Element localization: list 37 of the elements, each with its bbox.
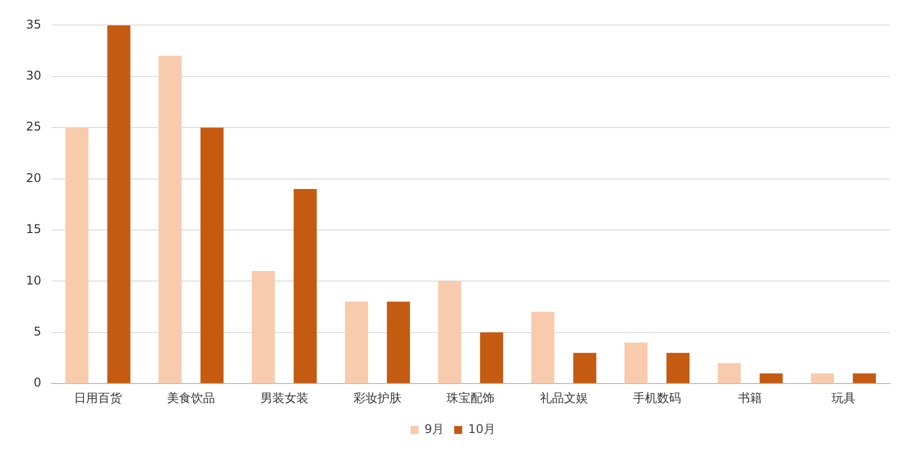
bar xyxy=(107,25,130,384)
x-tick-label: 日用百货 xyxy=(74,390,122,405)
bar xyxy=(438,281,462,384)
bar xyxy=(531,312,554,384)
bar xyxy=(718,363,741,384)
x-tick-label: 美食饮品 xyxy=(167,390,216,405)
bar xyxy=(666,352,690,384)
y-tick-label: 20 xyxy=(26,170,42,185)
bar xyxy=(344,302,368,384)
bar xyxy=(386,302,410,384)
bar xyxy=(158,56,182,384)
x-tick-label: 书籍 xyxy=(738,390,762,405)
bar xyxy=(624,342,648,384)
y-tick-label: 30 xyxy=(26,68,42,83)
legend-label: 9月 xyxy=(424,422,444,436)
x-tick-label: 玩具 xyxy=(831,390,856,405)
legend-label: 10月 xyxy=(468,422,496,436)
x-tick-label: 男装女装 xyxy=(260,390,308,405)
bar xyxy=(65,128,88,384)
bar xyxy=(573,352,596,384)
bar xyxy=(480,332,504,384)
bar xyxy=(810,373,834,384)
y-tick-label: 10 xyxy=(26,273,42,288)
bar xyxy=(852,373,876,384)
bar xyxy=(252,270,275,384)
x-tick-label: 手机数码 xyxy=(633,390,682,405)
y-tick-label: 15 xyxy=(26,222,42,236)
y-tick-label: 5 xyxy=(34,324,42,339)
bar xyxy=(294,189,317,384)
y-tick-label: 0 xyxy=(34,376,42,390)
x-tick-label: 礼品文娱 xyxy=(540,390,588,405)
x-tick-label: 彩妆护肤 xyxy=(353,390,402,405)
y-tick-label: 35 xyxy=(26,17,42,32)
x-tick-label: 珠宝配饰 xyxy=(446,390,495,405)
y-tick-label: 25 xyxy=(26,120,42,134)
bar xyxy=(200,128,224,384)
bar xyxy=(760,373,783,384)
